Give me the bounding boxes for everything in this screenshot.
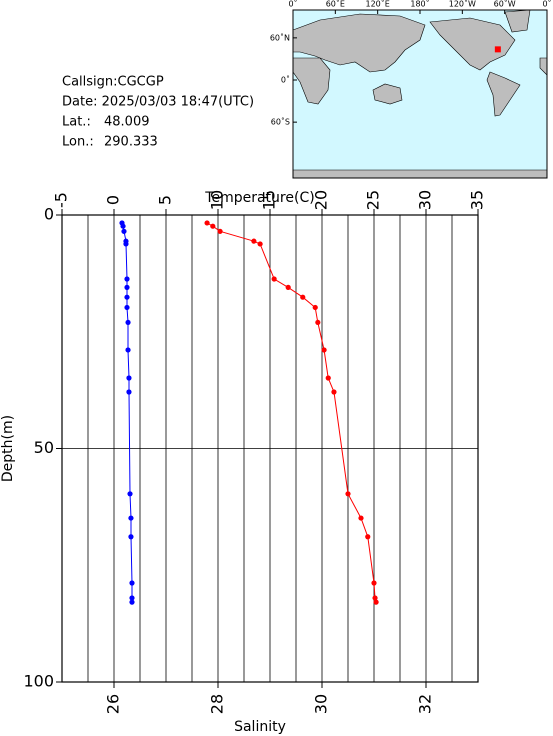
profile-point	[251, 238, 257, 244]
greenland	[504, 9, 531, 33]
profile-point	[124, 304, 130, 311]
map-x-tick-label: 60˚W	[494, 0, 516, 9]
map-y-tick-label: 60˚N	[270, 32, 290, 42]
x-top-tick-label: 10	[208, 190, 227, 210]
profile-point	[128, 534, 134, 540]
profile-point	[321, 347, 327, 353]
x-top-tick-label: 35	[468, 190, 487, 210]
profile-point	[129, 595, 135, 601]
map-y-tick-label: 0˚	[281, 75, 290, 85]
profile-point	[331, 389, 337, 395]
x-top-tick-label: 30	[416, 190, 435, 210]
antarctica	[292, 169, 548, 179]
australia	[372, 83, 403, 105]
profile-point	[120, 223, 126, 229]
y-tick-label: 50	[34, 438, 54, 457]
profile-point	[285, 284, 291, 290]
profile-point	[372, 595, 378, 601]
profile-point	[204, 220, 210, 226]
profile-point	[345, 491, 351, 497]
profile-point	[373, 599, 379, 605]
profile-point	[125, 319, 131, 326]
profile-point	[217, 228, 223, 234]
lon-label: Lon.:	[62, 135, 94, 150]
africa	[292, 57, 331, 105]
lat-label: Lat.:	[62, 115, 91, 130]
profile-point	[129, 580, 135, 586]
x-top-tick-label: -5	[52, 192, 71, 208]
map: 0˚ 60˚E 120˚E 180˚ 120˚W 60˚W 0˚ 60˚N 0˚ 60˚S	[270, 0, 552, 179]
map-x-tick-label: 0˚	[288, 0, 297, 9]
profile-point	[271, 276, 277, 282]
profile-line	[206, 222, 377, 603]
x-tick-label: 26	[104, 694, 123, 714]
profile-point	[315, 319, 321, 326]
profile-point	[123, 241, 129, 247]
profile-point	[312, 304, 318, 311]
profile-point	[124, 276, 130, 282]
callsign: Callsign:CGCGP	[62, 75, 164, 90]
profile-point	[127, 491, 133, 497]
map-x-tick-label: 0˚	[542, 0, 551, 9]
profile-point	[358, 515, 364, 521]
y-tick-label: 0	[44, 205, 54, 224]
x-top-tick-label: 15	[260, 190, 279, 210]
profile-point	[125, 347, 131, 353]
map-y-tick-label: 60˚S	[271, 117, 290, 127]
info-block: Callsign:CGCGP Date: 2025/03/03 18:47(UT…	[62, 75, 254, 150]
lat: 48.009	[104, 115, 150, 130]
north-america	[429, 17, 516, 71]
profile-point	[365, 534, 371, 540]
map-x-tick-label: 180˚	[410, 0, 429, 9]
x-top-tick-label: 5	[156, 195, 175, 205]
x-axis-title: Salinity	[234, 719, 286, 735]
x-tick-label: 28	[208, 694, 227, 714]
x-top-tick-label: 0	[104, 195, 123, 205]
profile-point	[126, 375, 132, 381]
profile-point	[300, 294, 306, 300]
lon: 290.333	[104, 135, 158, 150]
profile-point	[325, 375, 331, 381]
profile-point	[126, 389, 132, 395]
x-top-axis-title: Temperature(C)	[204, 190, 314, 206]
profile-point	[257, 241, 263, 247]
profile-point	[121, 228, 127, 234]
x-top-tick-label: 20	[312, 190, 331, 210]
date: Date: 2025/03/03 18:47(UTC)	[62, 95, 254, 110]
profile-point	[210, 223, 216, 229]
eurasia	[292, 13, 426, 73]
profile-point	[371, 580, 377, 586]
station-marker	[494, 46, 501, 53]
south-america	[486, 71, 521, 117]
map-x-tick-label: 120˚W	[449, 0, 476, 9]
profile-point	[124, 294, 130, 300]
profile-point	[129, 599, 135, 605]
profile-point	[124, 284, 130, 290]
map-x-tick-label: 60˚E	[326, 0, 345, 9]
y-tick-label: 100	[23, 672, 54, 691]
map-x-tick-label: 120˚E	[366, 0, 390, 9]
y-axis-title: Depth(m)	[0, 415, 16, 482]
profile-point	[128, 515, 134, 521]
x-top-tick-label: 25	[364, 190, 383, 210]
x-tick-label: 30	[312, 694, 331, 714]
x-tick-label: 32	[416, 694, 435, 714]
